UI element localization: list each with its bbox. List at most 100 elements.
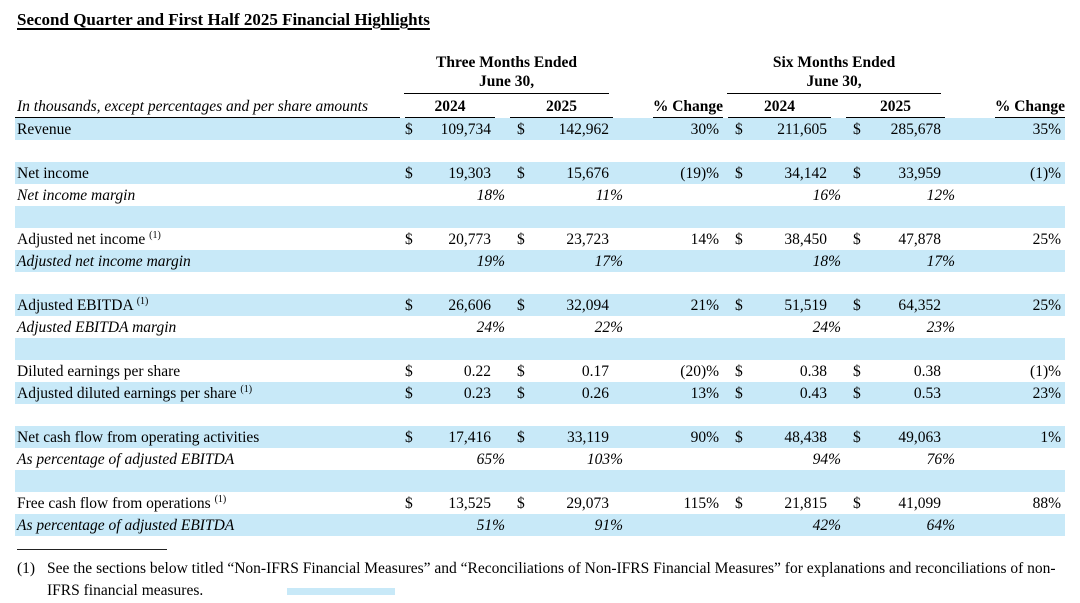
pct-change-cell: 14% (690, 230, 720, 248)
dollar-sign-cell: $ (405, 494, 413, 512)
footnote: (1) See the sections below titled “Non-I… (15, 558, 1060, 603)
value-cell: 42% (753, 514, 842, 536)
pct-change-cell: (1)% (1030, 362, 1062, 380)
row-label: Adjusted EBITDA (1) (15, 294, 400, 316)
spacer-cell (15, 206, 1066, 228)
table-row: Free cash flow from operations (1) $13,52… (15, 492, 1065, 514)
dollar-sign-cell (841, 250, 872, 272)
table-row: As percentage of adjusted EBITDA 65% 103% 9… (15, 448, 1065, 470)
pct-change-cell (623, 184, 723, 206)
dollar-sign-cell: $ (405, 230, 413, 248)
spacer-cell (15, 140, 1065, 162)
row-label: Adjusted net income margin (15, 250, 400, 272)
pct-change-cell (955, 184, 1065, 206)
dollar-sign-cell (723, 250, 754, 272)
value-cell: 47,878 (898, 230, 942, 248)
row-label: Net income (15, 162, 400, 184)
dollar-sign-cell: $ (841, 426, 872, 448)
value-cell: 38,450 (784, 230, 828, 248)
row-label: Diluted earnings per share (17, 362, 181, 380)
value-cell: 41,099 (898, 494, 942, 512)
dollar-sign-cell (723, 184, 753, 206)
table-row: Adjusted net income margin 19% 17% 18% 17% (15, 250, 1066, 272)
year-header-2025: 2025 (841, 94, 955, 118)
pct-change-cell: 90% (623, 426, 724, 448)
value-cell: 24% (812, 318, 842, 336)
partial-row-fragment (287, 588, 395, 595)
dollar-sign-cell: $ (400, 118, 420, 140)
row-label: As percentage of adjusted EBITDA (15, 514, 400, 536)
dollar-sign-cell: $ (841, 382, 872, 404)
row-label: Net income margin (17, 186, 136, 204)
value-cell: 64% (871, 514, 956, 536)
row-label: Adjusted EBITDA margin (17, 318, 177, 336)
dollar-sign-cell (400, 448, 420, 470)
dollar-sign-cell: $ (735, 494, 743, 512)
footnote-marker: (1) (17, 560, 36, 577)
dollar-sign-cell: $ (723, 118, 754, 140)
dollar-sign-cell (505, 448, 535, 470)
pct-change-cell (623, 250, 724, 272)
dollar-sign-cell: $ (517, 362, 525, 380)
dollar-sign-cell (505, 316, 535, 338)
value-cell: 26,606 (420, 294, 505, 316)
spacer-row (15, 140, 1065, 162)
dollar-sign-cell (841, 316, 871, 338)
table-row: As percentage of adjusted EBITDA 51% 91% 42… (15, 514, 1066, 536)
dollar-sign-cell (505, 514, 535, 536)
value-cell: 0.38 (799, 362, 828, 380)
value-cell: 12% (926, 186, 956, 204)
pct-change-cell: 25% (1032, 230, 1062, 248)
value-cell: 94% (812, 450, 842, 468)
value-cell: 0.23 (420, 382, 505, 404)
value-cell: 18% (476, 186, 505, 204)
pct-change-cell (955, 250, 1066, 272)
dollar-sign-cell: $ (841, 162, 872, 184)
dollar-sign-cell: $ (853, 230, 861, 248)
value-cell: 18% (753, 250, 842, 272)
pct-change-cell (955, 448, 1065, 470)
value-cell: 32,094 (535, 294, 624, 316)
table-row: Revenue $109,734 $142,962 30% $211,605 $285,6… (15, 118, 1066, 140)
dollar-sign-cell: $ (735, 362, 743, 380)
spacer-row (15, 206, 1066, 228)
empty-header-cell (623, 48, 723, 94)
unit-note: In thousands, except percentages and per… (15, 98, 400, 118)
dollar-sign-cell: $ (400, 162, 420, 184)
value-cell: 65% (476, 450, 505, 468)
value-cell: 11% (595, 186, 624, 204)
pct-change-cell (623, 316, 723, 338)
table-row: Net income margin 18% 11% 16% 12% (15, 184, 1065, 206)
footnote-separator (17, 549, 167, 550)
dollar-sign-cell (400, 316, 420, 338)
pct-change-cell (623, 514, 724, 536)
value-cell: 13,525 (448, 494, 491, 512)
pct-change-cell: 13% (623, 382, 724, 404)
row-label: Free cash flow from operations (1) (17, 493, 227, 512)
pct-change-cell: 25% (955, 294, 1066, 316)
value-cell: 211,605 (753, 118, 842, 140)
table-row: Adjusted diluted earnings per share (1) $… (15, 382, 1066, 404)
value-cell: 285,678 (871, 118, 956, 140)
dollar-sign-cell (841, 514, 872, 536)
table-header: Three Months Ended June 30, Six Months E… (15, 48, 1066, 118)
pct-change-cell: (20)% (680, 362, 720, 380)
value-cell: 51,519 (753, 294, 842, 316)
dollar-sign-cell: $ (735, 230, 743, 248)
year-header-2025: 2025 (505, 94, 623, 118)
value-cell: 20,773 (448, 230, 491, 248)
dollar-sign-cell: $ (505, 118, 535, 140)
value-cell: 17% (871, 250, 956, 272)
table-row: Net income $19,303 $15,676 (19)% $34,142 $33,… (15, 162, 1066, 184)
table-row: Net cash flow from operating activities $… (15, 426, 1066, 448)
row-label: Revenue (15, 118, 400, 140)
value-cell: 34,142 (753, 162, 842, 184)
group-header-row: Three Months Ended June 30, Six Months E… (15, 48, 1065, 94)
row-label: Adjusted diluted earnings per share (1) (15, 382, 400, 404)
pct-change-cell: 30% (623, 118, 724, 140)
dollar-sign-cell: $ (853, 362, 861, 380)
footnote-ref: (1) (136, 295, 149, 307)
pct-change-cell: 115% (683, 494, 720, 512)
spacer-cell (15, 404, 1065, 426)
